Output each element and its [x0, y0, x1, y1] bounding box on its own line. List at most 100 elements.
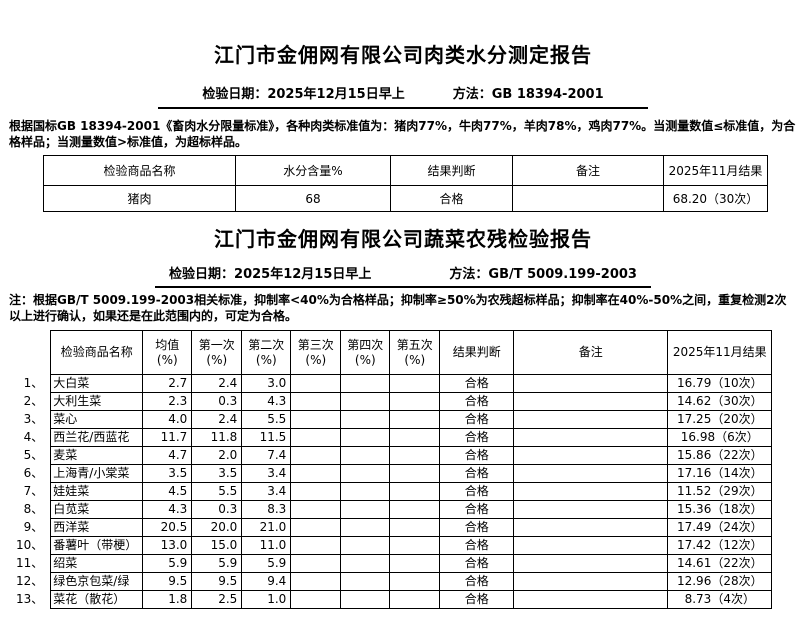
vegetable-table-row: 13、 菜花（散花） 1.8 2.5 1.0 合格 8.73（4次） [13, 590, 773, 609]
product-name-cell: 番薯叶（带梗） [50, 536, 144, 555]
row-number: 9、 [23, 520, 44, 534]
test3-cell [290, 590, 342, 609]
row-number: 3、 [23, 412, 44, 426]
test1-cell: 0.3 [191, 392, 243, 411]
row-number: 7、 [23, 484, 44, 498]
vegetable-table-row: 8、 白苋菜 4.3 0.3 8.3 合格 15.36（18次） [13, 500, 773, 519]
veg-col-november-result: 2025年11月结果 [667, 330, 773, 375]
vegetable-table-row: 9、 西洋菜 20.5 20.0 21.0 合格 17.49（24次） [13, 518, 773, 537]
test3-cell [290, 518, 342, 537]
veg-col-test4: 第四次 (%) [340, 330, 391, 375]
header-line: (%) [206, 352, 228, 367]
average-cell: 13.0 [142, 536, 193, 555]
test1-cell: 2.4 [191, 410, 243, 429]
product-name-cell: 白苋菜 [50, 500, 144, 519]
header-line: 2025年11月结果 [672, 345, 767, 359]
vegetable-table-row: 1、 大白菜 2.7 2.4 3.0 合格 16.79（10次） [13, 374, 773, 393]
average-cell: 3.5 [142, 464, 193, 483]
november-result-cell: 17.25（20次） [667, 410, 773, 429]
vegetable-table-row: 2、 大利生菜 2.3 0.3 4.3 合格 14.62（30次） [13, 392, 773, 411]
result-cell: 合格 [439, 392, 515, 411]
test4-cell [340, 536, 391, 555]
test2-cell: 11.0 [241, 536, 292, 555]
november-result-cell: 14.61（22次） [667, 554, 773, 573]
average-cell: 20.5 [142, 518, 193, 537]
header-line: 均值 [155, 337, 180, 352]
test3-cell [290, 536, 342, 555]
meat-november-result-cell: 68.20（30次） [663, 185, 768, 212]
test5-cell [389, 428, 441, 447]
veg-col-product-name: 检验商品名称 [50, 330, 144, 375]
test3-cell [290, 554, 342, 573]
remark-cell [513, 482, 669, 501]
test1-cell: 3.5 [191, 464, 243, 483]
row-number: 12、 [16, 574, 44, 588]
veg-col-average: 均值 (%) [142, 330, 193, 375]
test2-cell: 7.4 [241, 446, 292, 465]
test5-cell [389, 590, 441, 609]
test2-cell: 3.0 [241, 374, 292, 393]
remark-cell [513, 464, 669, 483]
result-cell: 合格 [439, 464, 515, 483]
remark-cell [513, 446, 669, 465]
meat-table-header-row: 检验商品名称 水分含量% 结果判断 备注 2025年11月结果 [43, 155, 768, 186]
vegetable-report-section: 江门市金佣网有限公司蔬菜农残检验报告 检验日期：2025年12月15日早上 方法… [0, 226, 806, 609]
test4-cell [340, 518, 391, 537]
result-cell: 合格 [439, 518, 515, 537]
veg-col-test2: 第二次 (%) [241, 330, 292, 375]
header-line: (%) [404, 352, 426, 367]
test2-cell: 4.3 [241, 392, 292, 411]
november-result-cell: 15.86（22次） [667, 446, 773, 465]
test5-cell [389, 446, 441, 465]
vegetable-table-body: 1、 大白菜 2.7 2.4 3.0 合格 16.79（10次） 2、 大利生菜 2.3 0.3 4.… [13, 374, 773, 609]
average-cell: 4.0 [142, 410, 193, 429]
test1-cell: 5.5 [191, 482, 243, 501]
product-name-cell: 麦菜 [50, 446, 144, 465]
test2-cell: 1.0 [241, 590, 292, 609]
remark-cell [513, 572, 669, 591]
test4-cell [340, 428, 391, 447]
vegetable-inspection-date: 检验日期：2025年12月15日早上 [169, 267, 372, 282]
test4-cell [340, 554, 391, 573]
test1-cell: 0.3 [191, 500, 243, 519]
meat-product-name-cell: 猪肉 [43, 185, 236, 212]
test4-cell [340, 464, 391, 483]
remark-cell [513, 392, 669, 411]
test2-cell: 9.4 [241, 572, 292, 591]
average-cell: 2.3 [142, 392, 193, 411]
meat-col-remark: 备注 [512, 155, 664, 186]
test4-cell [340, 374, 391, 393]
test2-cell: 21.0 [241, 518, 292, 537]
product-name-cell: 西洋菜 [50, 518, 144, 537]
result-cell: 合格 [439, 554, 515, 573]
vegetable-table-row: 7、 娃娃菜 4.5 5.5 3.4 合格 11.52（29次） [13, 482, 773, 501]
result-cell: 合格 [439, 500, 515, 519]
veg-col-test5: 第五次 (%) [389, 330, 441, 375]
remark-cell [513, 518, 669, 537]
header-line: 检验商品名称 [60, 345, 133, 359]
test1-cell: 5.9 [191, 554, 243, 573]
november-result-cell: 11.52（29次） [667, 482, 773, 501]
header-line: 第五次 [396, 337, 433, 352]
november-result-cell: 17.49（24次） [667, 518, 773, 537]
test5-cell [389, 518, 441, 537]
row-number: 1、 [23, 376, 44, 390]
average-cell: 4.7 [142, 446, 193, 465]
test3-cell [290, 482, 342, 501]
test2-cell: 11.5 [241, 428, 292, 447]
vegetable-table-row: 11、 绍菜 5.9 5.9 5.9 合格 14.61（22次） [13, 554, 773, 573]
test4-cell [340, 410, 391, 429]
average-cell: 11.7 [142, 428, 193, 447]
november-result-cell: 15.36（18次） [667, 500, 773, 519]
test5-cell [389, 500, 441, 519]
test1-cell: 11.8 [191, 428, 243, 447]
product-name-cell: 西兰花/西蓝花 [50, 428, 144, 447]
veg-col-result: 结果判断 [439, 330, 515, 375]
header-line: 结果判断 [452, 345, 501, 359]
row-number: 8、 [23, 502, 44, 516]
meat-results-table: 检验商品名称 水分含量% 结果判断 备注 2025年11月结果 猪肉 68 合格… [43, 155, 768, 212]
remark-cell [513, 590, 669, 609]
vegetable-method: 方法：GB/T 5009.199-2003 [449, 267, 637, 282]
meat-col-november-result: 2025年11月结果 [663, 155, 768, 186]
header-line: 第二次 [248, 337, 285, 352]
